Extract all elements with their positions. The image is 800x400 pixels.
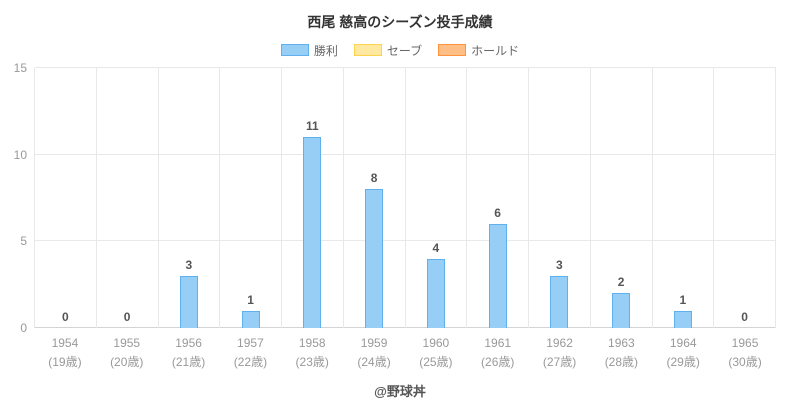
x-axis-year: 1962: [546, 336, 573, 350]
x-axis-year: 1965: [731, 336, 759, 350]
bar-value-label: 8: [370, 171, 378, 185]
chart-column-1958: 11: [282, 68, 344, 328]
x-axis-label-1958: 1958 (23歳): [281, 334, 343, 371]
bar-value-label: 3: [556, 258, 563, 272]
chart-column-1962: 3: [529, 68, 591, 328]
x-axis-label-1954: 1954 (19歳): [34, 334, 96, 371]
legend: 勝利 セーブ ホールド: [0, 42, 800, 58]
bar-value-label: 1: [247, 293, 254, 307]
x-axis-year: 1964: [669, 336, 697, 350]
bar-value-label: 0: [62, 310, 69, 324]
x-axis-age: (20歳): [110, 354, 144, 369]
x-axis-age: (23歳): [295, 354, 329, 369]
chart-column-1956: 3: [159, 68, 221, 328]
y-tick-label: 0: [20, 321, 27, 335]
legend-color-box: [438, 44, 467, 56]
chart-column-1965: 0: [714, 68, 776, 328]
x-axis-age: (24歳): [357, 354, 391, 369]
bar-勝利-1962[interactable]: [550, 276, 569, 328]
bar-value-label: 4: [432, 241, 440, 255]
bar-勝利-1963[interactable]: [612, 293, 631, 328]
bar-勝利-1964[interactable]: [673, 311, 692, 328]
x-axis-age: (19歳): [48, 354, 82, 369]
bar-勝利-1957[interactable]: [241, 311, 260, 328]
x-axis-year: 1963: [608, 336, 635, 350]
x-axis-year: 1955: [113, 336, 141, 350]
legend-color-box: [280, 44, 309, 56]
x-axis-label-1965: 1965 (30歳): [714, 334, 776, 371]
x-axis-year: 1954: [51, 336, 79, 350]
y-tick-label: 5: [20, 234, 27, 249]
x-axis-label-1959: 1959 (24歳): [343, 334, 405, 371]
chart-column-1955: 0: [97, 68, 159, 328]
x-axis-age: (22歳): [233, 354, 268, 369]
chart-title: 西尾 慈高のシーズン投手成績: [307, 14, 493, 30]
x-axis-label-1963: 1963 (28歳): [590, 334, 652, 371]
plot-row: 0 5 10 15 0 0 3 1 11 8 4 6 3 2 1 0: [0, 61, 800, 335]
x-axis-year: 1956: [175, 336, 202, 350]
chart-column-1964: 1: [653, 68, 715, 328]
legend-label: セーブ: [386, 43, 423, 58]
bar-value-label: 11: [306, 119, 319, 133]
x-axis-age: (26歳): [481, 354, 515, 369]
plot-area: 0 0 3 1 11 8 4 6 3 2 1 0: [34, 67, 776, 328]
bar-勝利-1960[interactable]: [426, 259, 445, 328]
legend-color-box: [353, 44, 382, 56]
bar-勝利-1959[interactable]: [365, 189, 384, 328]
x-axis-age: (21歳): [171, 354, 206, 369]
y-tick-label: 15: [13, 61, 27, 75]
x-axis-year: 1959: [360, 336, 388, 350]
bar-value-label: 2: [617, 275, 625, 289]
legend-item-ホールド[interactable]: ホールド: [438, 42, 519, 59]
legend-label: 勝利: [313, 43, 338, 58]
chart-column-1957: 1: [220, 68, 282, 328]
chart-column-1954: 0: [35, 68, 97, 328]
bar-value-label: 0: [123, 310, 131, 324]
bar-勝利-1956[interactable]: [179, 276, 198, 328]
bar-value-label: 0: [741, 310, 748, 324]
bar-勝利-1958[interactable]: [303, 137, 322, 328]
y-axis: 0 5 10 15: [8, 61, 34, 335]
bar-勝利-1961[interactable]: [488, 224, 507, 328]
x-axis-label-1957: 1957 (22歳): [219, 334, 281, 371]
y-tick-label: 10: [13, 147, 27, 162]
legend-label: ホールド: [471, 43, 520, 58]
x-axis-label-1960: 1960 (25歳): [405, 334, 467, 371]
x-axis-year: 1958: [298, 336, 326, 350]
x-axis-label-1955: 1955 (20歳): [96, 334, 158, 371]
bar-value-label: 6: [494, 206, 501, 220]
x-axis-label-1962: 1962 (27歳): [529, 334, 591, 371]
x-axis-label-1961: 1961 (26歳): [467, 334, 529, 371]
legend-item-勝利[interactable]: 勝利: [280, 42, 338, 59]
bar-value-label: 1: [679, 293, 687, 307]
watermark: @野球丼: [374, 384, 426, 400]
x-axis-year: 1957: [237, 336, 264, 350]
legend-item-セーブ[interactable]: セーブ: [353, 42, 423, 59]
x-axis-year: 1960: [422, 336, 450, 350]
chart-column-1959: 8: [344, 68, 406, 328]
x-axis-age: (27歳): [542, 354, 577, 369]
chart-column-1960: 4: [406, 68, 468, 328]
x-axis-year: 1961: [484, 336, 512, 350]
x-axis-age: (30歳): [728, 354, 762, 369]
bar-value-label: 3: [185, 258, 193, 272]
x-axis-age: (28歳): [604, 354, 639, 369]
x-axis: 1954 (19歳) 1955 (20歳) 1956 (21歳) 1957 (22歳) 1958…: [0, 334, 800, 371]
x-axis-age: (25歳): [419, 354, 453, 369]
x-axis-age: (29歳): [666, 354, 700, 369]
chart-column-1961: 6: [467, 68, 529, 328]
x-axis-label-1964: 1964 (29歳): [652, 334, 714, 371]
x-axis-label-1956: 1956 (21歳): [158, 334, 220, 371]
chart-column-1963: 2: [591, 68, 653, 328]
